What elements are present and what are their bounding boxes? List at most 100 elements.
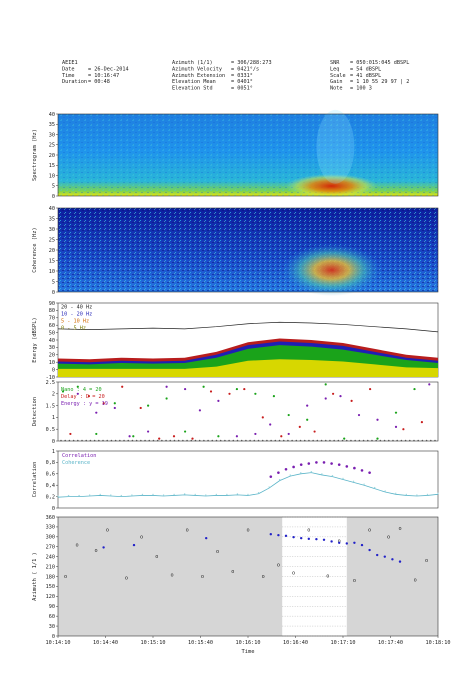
azimuth-gray-point: o: [186, 528, 189, 534]
y-tick-label: 20: [49, 248, 55, 254]
detection-baseline-point: [358, 439, 361, 442]
y-tick-label: 0.5: [46, 427, 55, 433]
header-value-col2: = 0331°: [231, 73, 253, 79]
detection-baseline-point: [266, 439, 268, 442]
detection-point: [102, 402, 105, 405]
correlation-point: [269, 475, 273, 478]
spectrogram-hotspot: [286, 174, 378, 198]
coherence-point: [110, 494, 112, 496]
y-tick-label: 90: [49, 301, 55, 307]
coherence-panel: 0 5 10 15 20 25 30 35 40 Coherence (Hz): [32, 206, 439, 296]
detection-baseline-point: [387, 439, 390, 442]
header-label-col2: Azimuth Extension: [172, 73, 225, 79]
header-label-col2: Azimuth Velocity: [172, 66, 222, 72]
detection-legend-item: Delay : D = 20: [61, 394, 105, 400]
detection-baseline-point: [333, 439, 335, 442]
detection-baseline-point: [425, 439, 428, 442]
coherence-point: [131, 494, 133, 496]
header-value-col1: = 10:16:47: [88, 73, 119, 79]
azimuth-gray-point: o: [155, 554, 158, 560]
header-label-col3: Gain: [330, 79, 343, 85]
correlation-point: [277, 471, 280, 474]
y-tick-label: 0: [52, 634, 55, 640]
spectrogram-plume: [316, 109, 355, 184]
coherence-point: [194, 493, 196, 496]
detection-baseline-point: [320, 439, 323, 442]
detection-baseline-point: [362, 439, 365, 442]
detection-point: [394, 411, 398, 414]
detection-baseline-point: [85, 439, 88, 442]
detection-point: [184, 430, 187, 433]
detection-baseline-point: [366, 439, 369, 442]
correlation-panel: 00,20,40,60,81CorrelationCorrelationCohe…: [32, 449, 439, 512]
coherence-point: [437, 492, 439, 495]
x-tick-label: 10:14:10: [46, 640, 71, 646]
detection-baseline-point: [148, 439, 151, 442]
azimuth-blue-point: [307, 537, 310, 541]
detection-point: [324, 397, 327, 400]
detection-baseline-point: [131, 439, 134, 442]
azimuth-gray-point: o: [353, 578, 356, 584]
y-tick-label: 40: [49, 206, 55, 212]
detection-baseline-point: [354, 439, 356, 442]
correlation-point: [307, 462, 311, 465]
energy-legend-item: 20 - 40 Hz: [61, 305, 92, 311]
detection-baseline-point: [60, 439, 62, 442]
detection-point: [394, 425, 398, 428]
detection-baseline-point: [282, 439, 285, 442]
detection-baseline-point: [274, 439, 277, 442]
detection-point: [69, 432, 72, 436]
coherence-point: [236, 493, 239, 495]
coherence-point: [215, 493, 218, 496]
detection-point: [357, 413, 361, 417]
coherence-point: [57, 495, 59, 497]
coherence-point: [331, 474, 334, 477]
azimuth-blue-point: [300, 536, 303, 540]
energy-band-yellow: [58, 359, 438, 377]
detection-baseline-point: [371, 439, 373, 442]
x-tick-label: 10:18:10: [426, 640, 451, 646]
detection-baseline-point: [345, 439, 348, 442]
y-tick-label: 35: [49, 122, 55, 128]
coherence-hotspot: [282, 244, 381, 296]
y-tick-label: 0: [52, 290, 55, 296]
azimuth-blue-point: [132, 543, 136, 547]
x-tick-label: 10:15:40: [188, 640, 213, 646]
y-tick-label: 0,2: [46, 494, 55, 500]
x-tick-label: 10:16:10: [236, 640, 261, 646]
detection-point: [261, 416, 264, 419]
detection-point: [217, 399, 220, 402]
y-tick-label: 0: [52, 439, 55, 445]
detection-baseline-point: [350, 439, 352, 442]
header-value-col3: = 100 3: [350, 86, 372, 92]
detection-baseline-point: [417, 439, 419, 442]
azimuth-gray-point: o: [326, 574, 329, 580]
coherence-point: [373, 486, 376, 489]
coherence-point: [426, 493, 429, 496]
detection-baseline-point: [89, 439, 92, 442]
detection-point: [158, 437, 161, 440]
detection-baseline-point: [72, 439, 75, 442]
detection-point: [228, 392, 231, 395]
y-tick-label: 1.5: [46, 403, 55, 409]
detection-point: [254, 432, 257, 436]
detection-point: [280, 435, 283, 438]
coherence-texture: [58, 208, 438, 292]
azimuth-blue-point: [391, 558, 394, 561]
coherence-point: [173, 493, 175, 496]
correlation-point: [315, 461, 318, 464]
y-tick-label: 30: [49, 227, 55, 233]
y-tick-label: 0: [52, 367, 55, 373]
y-tick-label: 5: [52, 184, 55, 190]
detection-point: [113, 402, 116, 405]
detection-baseline-point: [383, 439, 386, 442]
detection-point: [343, 437, 346, 440]
detection-point: [147, 404, 150, 407]
detection-baseline-point: [287, 439, 289, 442]
azimuth-shaded-region: [58, 517, 438, 636]
detection-point: [87, 395, 90, 398]
detection-baseline-point: [434, 439, 436, 442]
header-value-col2: = 306/288:273: [231, 60, 272, 66]
y-tick-label: 2: [52, 392, 55, 398]
detection-baseline-point: [324, 439, 327, 442]
